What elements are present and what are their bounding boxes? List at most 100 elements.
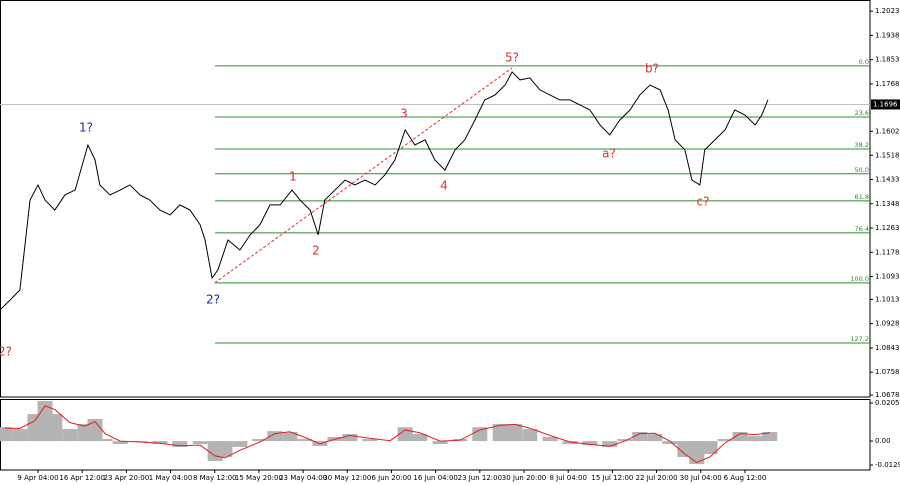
osc-bar bbox=[717, 439, 733, 442]
osc-bar bbox=[412, 434, 428, 442]
y-tick-label: 1.1348 bbox=[875, 200, 900, 208]
wave-label: 1 bbox=[289, 170, 297, 184]
x-tick-label: 15 Jul 12:00 bbox=[591, 474, 633, 482]
wave-label: a? bbox=[602, 147, 616, 161]
current-price-box bbox=[871, 99, 900, 110]
wave-label: 4 bbox=[440, 179, 448, 193]
wave-label: 1? bbox=[79, 121, 93, 135]
osc-bar bbox=[87, 419, 103, 442]
fib-label: 50.0 bbox=[855, 166, 869, 174]
x-tick-label: 23 Apr 20:00 bbox=[104, 474, 150, 482]
y-tick-label: 1.1518 bbox=[875, 151, 900, 159]
x-tick-label: 22 Jul 20:00 bbox=[636, 474, 678, 482]
fib-label: 76.4 bbox=[855, 225, 869, 233]
fib-label: 23.6 bbox=[855, 109, 869, 117]
y-tick-label: 1.1013 bbox=[875, 295, 900, 303]
osc-bar bbox=[762, 431, 778, 442]
x-tick-label: 15 May 20:00 bbox=[235, 474, 283, 482]
x-tick-label: 8 Jul 04:00 bbox=[549, 474, 587, 482]
osc-bar bbox=[472, 427, 488, 442]
osc-bar bbox=[562, 441, 578, 445]
osc-bar bbox=[747, 436, 763, 442]
osc-bar bbox=[0, 427, 13, 442]
osc-bar bbox=[632, 431, 648, 442]
osc-bar bbox=[647, 434, 663, 442]
x-tick-label: 30 Jun 20:00 bbox=[502, 474, 546, 482]
osc-bar bbox=[267, 431, 283, 442]
osc-bar bbox=[97, 439, 113, 442]
wave-label: b? bbox=[645, 62, 659, 76]
y-tick-label: 1.0758 bbox=[875, 368, 900, 376]
osc-bar bbox=[689, 441, 705, 465]
osc-bar bbox=[152, 441, 168, 445]
wave-label: 5? bbox=[505, 51, 519, 65]
fib-label: 38.2 bbox=[855, 141, 869, 149]
osc-bar bbox=[342, 434, 358, 442]
osc-bar bbox=[217, 441, 233, 458]
x-tick-label: 16 Apr 12:00 bbox=[59, 474, 105, 482]
y-tick-label: 1.1853 bbox=[875, 56, 900, 64]
osc-bar bbox=[677, 441, 693, 458]
x-tick-label: 30 May 12:00 bbox=[323, 474, 371, 482]
fib-label: 127.2 bbox=[850, 335, 869, 343]
x-tick-label: 9 Apr 04:00 bbox=[17, 474, 58, 482]
y-tick-label: 1.0928 bbox=[875, 320, 900, 328]
osc-bar bbox=[432, 441, 448, 445]
y-tick-label: 1.0843 bbox=[875, 344, 900, 352]
y-tick-label: 1.1768 bbox=[875, 80, 900, 88]
y-tick-label: 1.2023 bbox=[875, 7, 900, 15]
wave-label: 2? bbox=[0, 345, 12, 359]
x-tick-label: 23 May 04:00 bbox=[279, 474, 327, 482]
osc-bar bbox=[662, 441, 678, 445]
osc-bar bbox=[507, 424, 523, 442]
osc-bar bbox=[732, 431, 748, 442]
price-line bbox=[0, 71, 769, 311]
current-price-label: 1.1696 bbox=[873, 100, 898, 108]
trend-line bbox=[214, 67, 513, 284]
y-tick-label: 1.1433 bbox=[875, 176, 900, 184]
osc-bar bbox=[542, 437, 558, 442]
y-tick-label: 1.0678 bbox=[875, 391, 900, 399]
osc-bar bbox=[192, 441, 208, 445]
osc-bar bbox=[12, 429, 28, 442]
y-tick-label: 1.1602 bbox=[875, 127, 900, 135]
fib-label: 61.8 bbox=[855, 193, 869, 201]
osc-bar bbox=[582, 441, 598, 446]
osc-bar bbox=[522, 429, 538, 442]
osc-bar bbox=[47, 414, 63, 442]
osc-bar bbox=[362, 439, 378, 442]
osc-bar bbox=[492, 424, 508, 442]
x-tick-label: 1 May 04:00 bbox=[149, 474, 193, 482]
x-tick-label: 8 May 12:00 bbox=[193, 474, 237, 482]
x-tick-label: 16 Jun 04:00 bbox=[413, 474, 457, 482]
fib-label: 0.0 bbox=[859, 58, 869, 66]
osc-bar bbox=[62, 429, 78, 442]
x-tick-label: 6 Jun 20:00 bbox=[371, 474, 411, 482]
wave-label: 2 bbox=[312, 244, 320, 258]
osc-bar bbox=[282, 431, 298, 442]
wave-label: 3 bbox=[400, 107, 408, 121]
osc-bar bbox=[617, 439, 633, 442]
osc-bar bbox=[252, 439, 268, 442]
y-tick-label: -0.0129 bbox=[875, 461, 900, 469]
wave-label: 2? bbox=[206, 293, 220, 307]
osc-bar bbox=[232, 441, 248, 448]
fib-label: 100.0 bbox=[850, 275, 869, 283]
x-tick-label: 30 Jul 04:00 bbox=[680, 474, 722, 482]
y-tick-label: 0.0205 bbox=[875, 399, 900, 407]
osc-bar bbox=[112, 441, 128, 445]
x-tick-label: 6 Aug 12:00 bbox=[724, 474, 767, 482]
osc-bar bbox=[172, 441, 188, 448]
osc-bar bbox=[702, 441, 718, 455]
y-tick-label: 1.1938 bbox=[875, 31, 900, 39]
osc-bar bbox=[297, 439, 313, 442]
price-frame bbox=[0, 0, 871, 398]
signal-line bbox=[4, 405, 770, 463]
wave-label: c? bbox=[697, 195, 710, 209]
y-tick-label: 1.1093 bbox=[875, 273, 900, 281]
x-tick-label: 23 Jun 12:00 bbox=[458, 474, 502, 482]
y-tick-label: 1.1178 bbox=[875, 248, 900, 256]
osc-bar bbox=[602, 441, 618, 448]
